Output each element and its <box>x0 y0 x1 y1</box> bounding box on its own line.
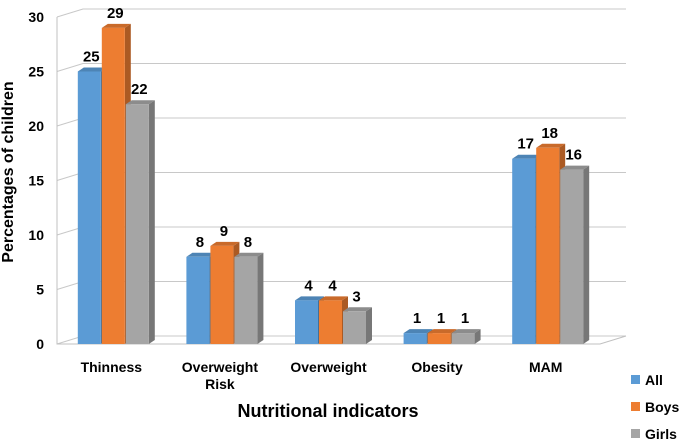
legend-item-boys: Boys <box>631 393 679 420</box>
x-tick-labels: Thinness Overweight Risk Overweight Obesity M… <box>81 359 563 392</box>
legend: All Boys Girls <box>631 366 679 447</box>
data-label-girls-1: 8 <box>244 234 252 251</box>
bar-girls-0 <box>125 100 155 344</box>
y-tick-labels: 0 5 10 15 20 25 30 <box>28 9 44 352</box>
y-tick-label-5: 5 <box>36 282 44 298</box>
y-axis-title: Percentages of children <box>0 81 17 262</box>
data-label-girls-3: 1 <box>461 310 469 327</box>
legend-swatch-boys <box>631 402 640 411</box>
legend-label-boys: Boys <box>645 398 680 415</box>
bar-girls-3 <box>451 329 481 344</box>
data-label-girls-2: 3 <box>352 288 360 305</box>
legend-label-girls: Girls <box>645 425 677 442</box>
legend-swatch-all <box>631 375 640 384</box>
legend-item-all: All <box>631 366 679 393</box>
data-label-all-1: 8 <box>196 234 204 251</box>
legend-swatch-girls <box>631 429 640 438</box>
data-label-boys-2: 4 <box>328 277 337 294</box>
data-label-boys-0: 29 <box>107 5 124 22</box>
y-tick-label-10: 10 <box>28 227 44 243</box>
x-tick-label-0: Thinness <box>81 359 143 375</box>
data-label-all-3: 1 <box>413 310 421 327</box>
data-label-all-4: 17 <box>517 136 534 153</box>
x-tick-label-3: Obesity <box>411 359 463 375</box>
y-tick-label-25: 25 <box>28 64 44 80</box>
y-tick-label-15: 15 <box>28 173 44 189</box>
y-tick-label-20: 20 <box>28 118 44 134</box>
data-label-girls-4: 16 <box>565 147 582 164</box>
data-label-all-0: 25 <box>83 49 100 66</box>
x-axis-title: Nutritional indicators <box>237 401 418 421</box>
bar-girls-2 <box>343 307 372 344</box>
legend-label-all: All <box>645 371 663 388</box>
x-tick-label-4: MAM <box>529 359 562 375</box>
y-tick-label-30: 30 <box>28 9 44 25</box>
y-tick-label-0: 0 <box>36 336 44 352</box>
data-label-all-2: 4 <box>304 277 313 294</box>
bar-girls-4 <box>560 165 590 344</box>
data-label-boys-4: 18 <box>541 125 558 142</box>
bars <box>77 23 590 345</box>
gridline-25 <box>56 63 626 72</box>
data-label-girls-0: 22 <box>131 81 148 98</box>
data-label-boys-3: 1 <box>437 310 445 327</box>
x-tick-label-1: Overweight Risk <box>182 359 259 392</box>
bar-girls-1 <box>234 252 264 344</box>
legend-item-girls: Girls <box>631 420 679 447</box>
x-tick-label-2: Overweight <box>290 359 367 375</box>
gridline-30 <box>56 8 626 18</box>
data-label-boys-1: 9 <box>220 223 228 240</box>
